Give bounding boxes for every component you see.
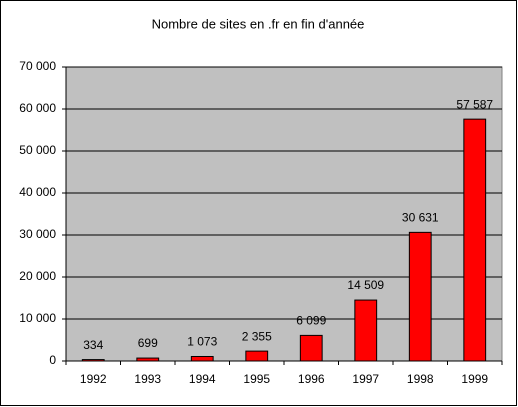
bar [354, 299, 378, 362]
bar [463, 118, 487, 362]
y-tick-label: 0 [49, 353, 56, 367]
bar [81, 359, 105, 362]
value-label: 1 073 [187, 335, 217, 349]
x-tick-label: 1999 [461, 372, 488, 386]
x-tick-label: 1995 [243, 372, 270, 386]
chart-title: Nombre de sites en .fr en fin d'année [152, 16, 365, 31]
value-label: 699 [138, 336, 158, 350]
bar [136, 357, 160, 362]
bar [190, 355, 214, 362]
bar [245, 350, 269, 362]
y-tick-label: 60 000 [19, 101, 56, 115]
value-label: 2 355 [242, 329, 272, 343]
y-tick-label: 50 000 [19, 143, 56, 157]
x-tick-label: 1996 [298, 372, 325, 386]
bar [299, 334, 323, 362]
value-label: 6 099 [296, 314, 326, 328]
x-tick-label: 1998 [407, 372, 434, 386]
y-tick-label: 10 000 [19, 311, 56, 325]
y-tick-label: 20 000 [19, 269, 56, 283]
value-label: 57 587 [456, 97, 493, 111]
y-tick-label: 70 000 [19, 59, 56, 73]
x-tick-label: 1993 [134, 372, 161, 386]
value-label: 14 509 [347, 278, 384, 292]
value-label: 30 631 [402, 211, 439, 225]
value-label: 334 [83, 338, 103, 352]
x-tick-label: 1997 [352, 372, 379, 386]
bar [408, 231, 432, 362]
y-tick-label: 30 000 [19, 227, 56, 241]
y-tick-label: 40 000 [19, 185, 56, 199]
x-tick-label: 1994 [189, 372, 216, 386]
x-tick-label: 1992 [80, 372, 107, 386]
